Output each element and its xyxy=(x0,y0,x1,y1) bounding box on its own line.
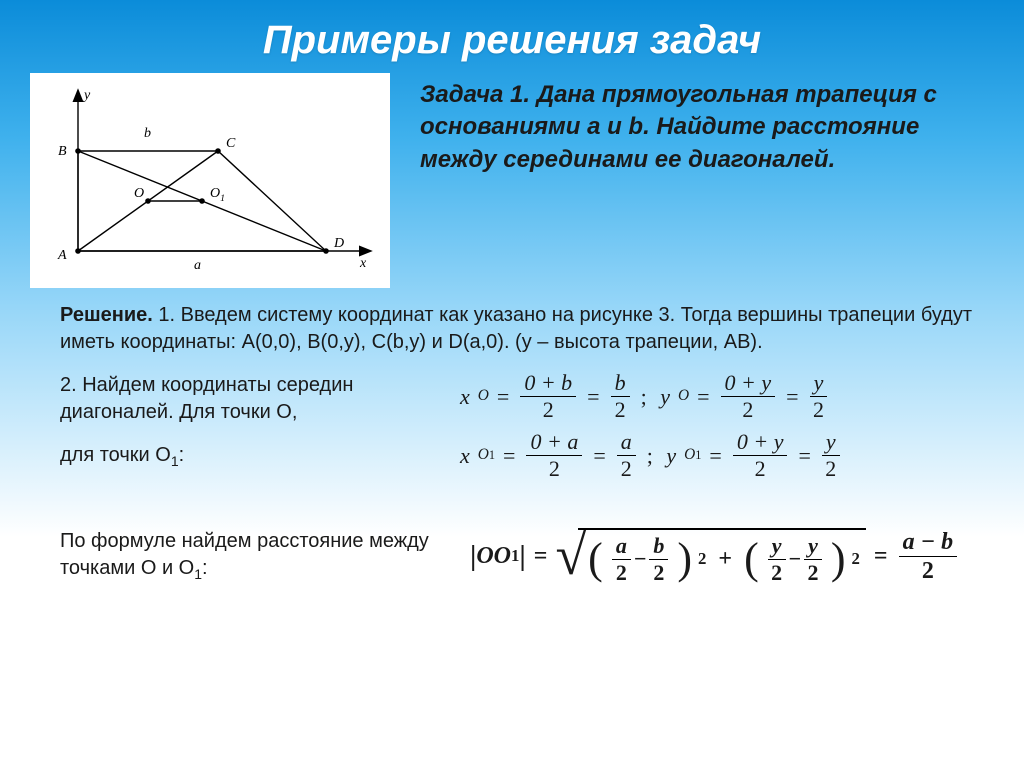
eqO1-yden2: 2 xyxy=(825,456,836,480)
eqO1-ynum2: y xyxy=(822,431,840,456)
midpoints-text: 2. Найдем координаты середин диагоналей.… xyxy=(60,372,420,471)
t1d2: 2 xyxy=(653,560,664,584)
lhs-sub: 1 xyxy=(511,545,519,568)
eqO-yden1: 2 xyxy=(742,397,753,421)
svg-text:C: C xyxy=(226,136,236,151)
trapezoid-diagram: ABCDOO1abxy xyxy=(30,73,390,288)
eqO-ynum1: 0 + y xyxy=(721,372,776,397)
distance-row: По формуле найдем расстояние между точка… xyxy=(60,528,984,584)
solution-label: Решение. xyxy=(60,304,153,326)
t2r: y xyxy=(804,535,822,560)
eqO1-xden2: 2 xyxy=(621,456,632,480)
dist-text-a: По формуле найдем расстояние между точка… xyxy=(60,530,429,579)
eqO-yden2: 2 xyxy=(813,397,824,421)
p3tail: : xyxy=(179,444,185,466)
svg-text:b: b xyxy=(144,126,151,141)
problem-statement: Задача 1. Дана прямоугольная трапеция с … xyxy=(420,73,994,176)
svg-text:A: A xyxy=(57,248,67,263)
p3sub: 1 xyxy=(171,453,179,469)
eqO1-xnum1: 0 + a xyxy=(526,431,582,456)
eq-O1: xO1 = 0 + a2 = a2 ; yO1 = 0 + y2 = y2 xyxy=(460,431,984,480)
t2d: 2 xyxy=(771,560,782,584)
svg-text:D: D xyxy=(333,236,344,251)
t1r: b xyxy=(649,535,668,560)
distance-text: По формуле найдем расстояние между точка… xyxy=(60,528,450,584)
top-row: ABCDOO1abxy Задача 1. Дана прямоугольная… xyxy=(0,63,1024,288)
t1l: a xyxy=(612,535,631,560)
distance-formula: OO1 = √ ( a2 − b2 )2 + ( y2 − xyxy=(470,528,984,584)
eqO1-xden1: 2 xyxy=(549,456,560,480)
midpoints-equations: xO = 0 + b2 = b2 ; yO = 0 + y2 = y2 xO1 … xyxy=(460,372,984,490)
eq-O: xO = 0 + b2 = b2 ; yO = 0 + y2 = y2 xyxy=(460,372,984,421)
p2b: диагоналей. Для точки O, xyxy=(60,401,297,423)
p3: для точки O xyxy=(60,444,171,466)
t1d: 2 xyxy=(616,560,627,584)
eqO-xnum2: b xyxy=(611,372,630,397)
eqO-xden2: 2 xyxy=(615,397,626,421)
dist-tail: : xyxy=(202,557,208,579)
eqO-ynum2: y xyxy=(810,372,828,397)
svg-text:a: a xyxy=(194,258,201,273)
p2a: 2. Найдем координаты середин xyxy=(60,374,353,396)
solution-p1: Решение. 1. Введем систему координат как… xyxy=(60,302,984,356)
eqO-xnum1: 0 + b xyxy=(520,372,576,397)
svg-text:x: x xyxy=(359,256,367,271)
midpoints-row: 2. Найдем координаты середин диагоналей.… xyxy=(60,372,984,490)
t2l: y xyxy=(768,535,786,560)
solution-p1-text: 1. Введем систему координат как указано … xyxy=(60,304,972,353)
slide-title: Примеры решения задач xyxy=(0,0,1024,63)
eqO1-xnum2: a xyxy=(617,431,636,456)
svg-text:B: B xyxy=(58,144,67,159)
eqO1-ynum1: 0 + y xyxy=(733,431,788,456)
eqO-xden1: 2 xyxy=(543,397,554,421)
dist-sub: 1 xyxy=(194,566,202,582)
problem-label: Задача 1. xyxy=(420,81,530,108)
t2d2: 2 xyxy=(807,560,818,584)
svg-text:y: y xyxy=(82,88,91,103)
svg-text:O: O xyxy=(134,186,144,201)
lhs: OO xyxy=(476,540,511,572)
rhs-den: 2 xyxy=(922,557,934,583)
solution-body: Решение. 1. Введем систему координат как… xyxy=(0,288,1024,584)
eqO1-yden1: 2 xyxy=(755,456,766,480)
rhs-num: a − b xyxy=(899,530,958,557)
